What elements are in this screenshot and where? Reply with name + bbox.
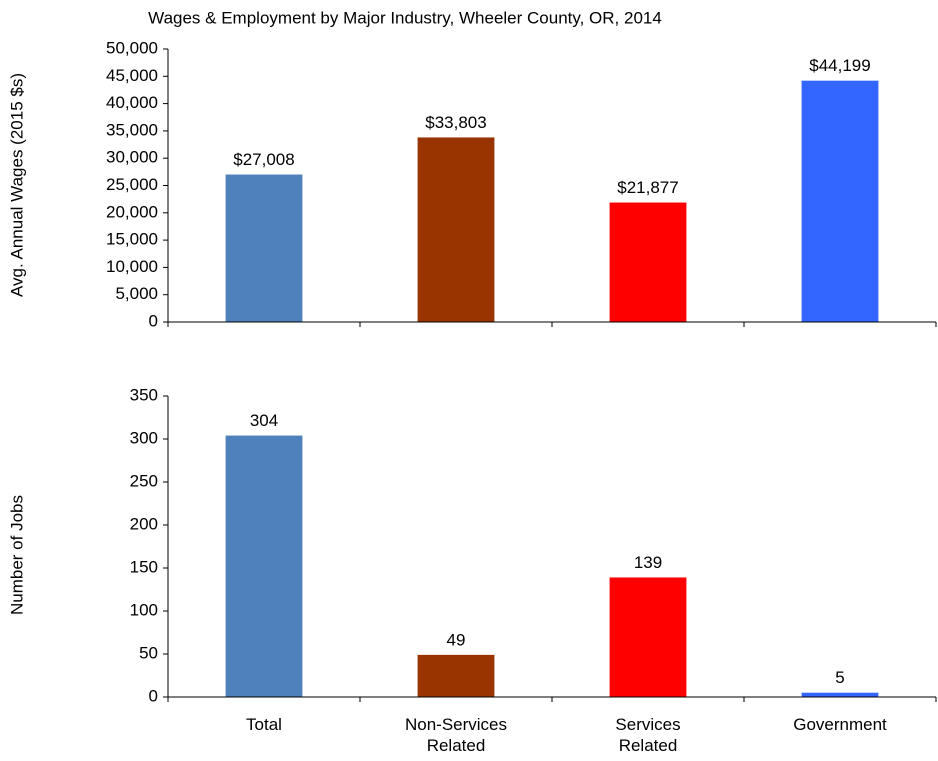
y-tick-label: 45,000 — [106, 66, 158, 85]
bar — [225, 435, 303, 697]
value-label: 5 — [835, 668, 844, 687]
y-tick-label: 200 — [130, 514, 158, 533]
y-tick-label: 50 — [139, 643, 158, 662]
x-tick-label-box: Services Related — [615, 715, 681, 755]
value-label: $33,803 — [425, 113, 486, 132]
y-tick-label: 50,000 — [106, 38, 158, 57]
value-label: 49 — [447, 630, 466, 649]
x-tick-label-box: Non-Services Related — [404, 715, 508, 755]
y-tick-label: 250 — [130, 471, 158, 490]
value-label: 139 — [634, 553, 662, 572]
bar — [609, 202, 687, 322]
y-tick-label: 35,000 — [106, 120, 158, 139]
x-tick-label: Total — [246, 715, 282, 734]
y-tick-label: 5,000 — [115, 284, 158, 303]
y-tick-label: 0 — [149, 686, 158, 705]
bar — [801, 80, 879, 322]
y-tick-label: 15,000 — [106, 230, 158, 249]
y-tick-label: 25,000 — [106, 175, 158, 194]
x-tick-label: Non-Services Related — [404, 715, 508, 755]
chart-title: Wages & Employment by Major Industry, Wh… — [148, 8, 662, 27]
x-tick-label-box: Total — [246, 715, 282, 734]
bar — [609, 577, 687, 697]
y-axis-label: Number of Jobs — [7, 495, 26, 615]
value-label: $21,877 — [617, 178, 678, 197]
value-label: $44,199 — [809, 56, 870, 75]
y-axis-label: Avg. Annual Wages (2015 $s) — [7, 73, 26, 297]
y-tick-label: 20,000 — [106, 202, 158, 221]
bar — [417, 137, 495, 322]
y-tick-label: 300 — [130, 428, 158, 447]
y-tick-label: 30,000 — [106, 148, 158, 167]
y-tick-label: 350 — [130, 385, 158, 404]
y-tick-label: 100 — [130, 600, 158, 619]
y-tick-label: 150 — [130, 557, 158, 576]
x-tick-label: Government — [793, 715, 887, 734]
bar — [225, 174, 303, 322]
y-tick-label: 0 — [149, 311, 158, 330]
x-tick-label-box: Government — [793, 715, 887, 734]
y-tick-label: 40,000 — [106, 93, 158, 112]
y-tick-label: 10,000 — [106, 257, 158, 276]
value-label: $27,008 — [233, 150, 294, 169]
value-label: 304 — [250, 411, 278, 430]
x-tick-label: Services Related — [615, 715, 681, 755]
bar — [801, 692, 879, 697]
bar — [417, 654, 495, 697]
